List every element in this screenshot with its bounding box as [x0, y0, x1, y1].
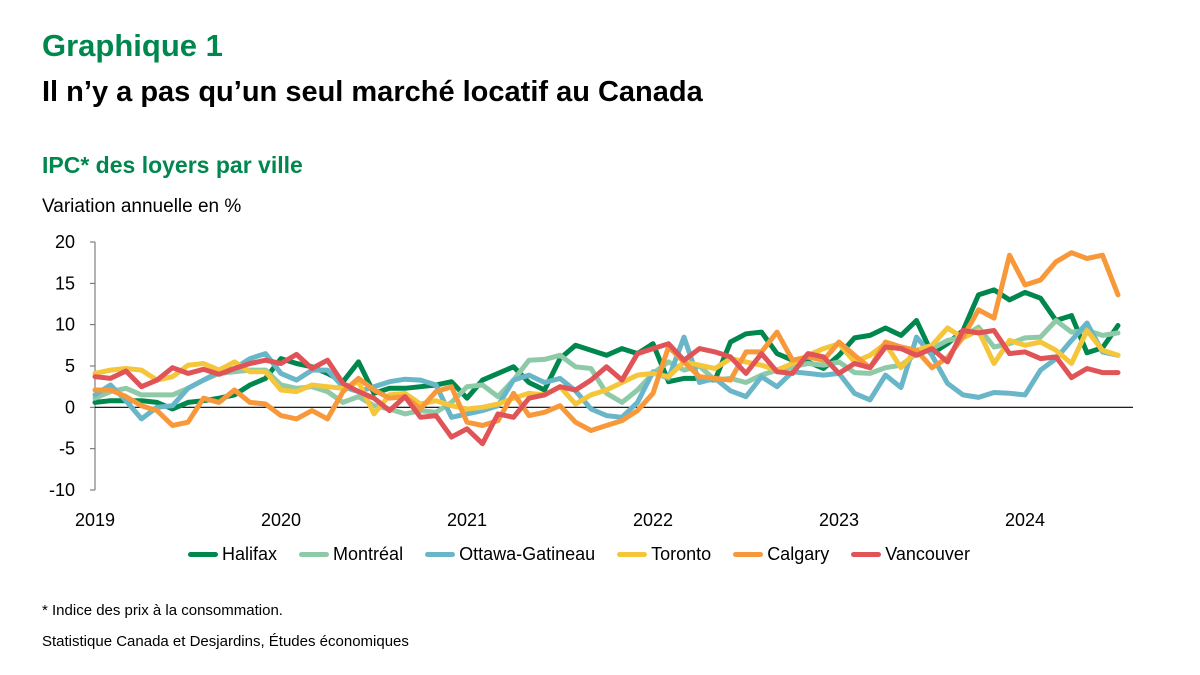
x-tick-label: 2022 — [633, 510, 673, 530]
legend-swatch — [299, 552, 330, 557]
legend-item: Toronto — [617, 544, 711, 565]
legend-swatch — [425, 552, 456, 557]
x-tick-label: 2019 — [75, 510, 115, 530]
legend-swatch — [851, 552, 882, 557]
page-title: Il n’y a pas qu’un seul marché locatif a… — [42, 76, 703, 108]
series-line-halifax — [92, 287, 1121, 412]
legend-label: Toronto — [651, 544, 712, 564]
y-tick-label: 0 — [65, 397, 75, 417]
x-tick-label: 2020 — [261, 510, 301, 530]
chart-title: IPC* des loyers par ville — [42, 152, 303, 178]
series-line-toronto — [92, 325, 1121, 417]
x-tick-label: 2023 — [819, 510, 859, 530]
y-tick-label: -5 — [59, 439, 75, 459]
source: Statistique Canada et Desjardins, Études… — [42, 633, 409, 650]
series-line-calgary — [92, 250, 1121, 433]
series-line-vancouver — [92, 328, 1121, 447]
legend-label: Calgary — [767, 544, 830, 564]
legend-item: Ottawa-Gatineau — [425, 544, 595, 565]
x-tick-label: 2024 — [1005, 510, 1045, 530]
legend-label: Ottawa-Gatineau — [459, 544, 596, 564]
y-tick-label: 15 — [55, 273, 75, 293]
footnote: * Indice des prix à la consommation. — [42, 602, 283, 619]
series-line-ottawa-gatineau — [92, 320, 1121, 422]
legend: Halifax Montréal Ottawa-Gatineau Toronto Cal… — [188, 544, 992, 565]
legend-swatch — [733, 552, 764, 557]
legend-item: Vancouver — [851, 544, 970, 565]
y-tick-label: 10 — [55, 315, 75, 335]
x-tick-label: 2021 — [447, 510, 487, 530]
legend-swatch — [188, 552, 218, 557]
legend-item: Montréal — [299, 544, 403, 565]
y-tick-label: -10 — [49, 480, 75, 500]
y-tick-label: 5 — [65, 356, 75, 376]
legend-label: Montréal — [333, 544, 404, 564]
legend-item: Calgary — [733, 544, 829, 565]
legend-label: Vancouver — [885, 544, 970, 564]
legend-item: Halifax — [188, 544, 277, 565]
y-tick-label: 20 — [55, 232, 75, 252]
legend-label: Halifax — [222, 544, 278, 564]
chart-label: Graphique 1 — [42, 28, 223, 63]
y-axis-label: Variation annuelle en % — [42, 196, 242, 217]
legend-swatch — [617, 552, 648, 557]
